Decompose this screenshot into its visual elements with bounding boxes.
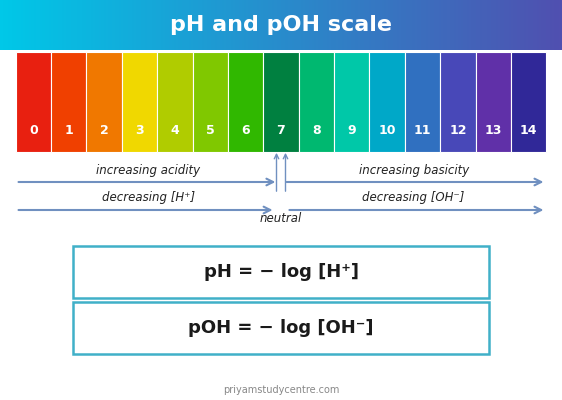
Text: increasing basicity: increasing basicity (359, 164, 469, 176)
Text: 6: 6 (241, 124, 250, 136)
Bar (87, 52, 122, 152)
Text: 10: 10 (378, 124, 396, 136)
Text: 12: 12 (449, 124, 466, 136)
Text: 0: 0 (29, 124, 38, 136)
Bar (369, 52, 405, 152)
Bar (264, 52, 298, 152)
Text: pH = − log [H⁺]: pH = − log [H⁺] (203, 263, 359, 281)
Text: decreasing [OH⁻]: decreasing [OH⁻] (362, 192, 465, 204)
Bar (475, 52, 511, 152)
Text: neutral: neutral (260, 212, 302, 224)
Text: 3: 3 (135, 124, 144, 136)
Bar (16, 52, 51, 152)
Text: increasing acidity: increasing acidity (96, 164, 201, 176)
Text: decreasing [H⁺]: decreasing [H⁺] (102, 192, 195, 204)
Text: 7: 7 (277, 124, 285, 136)
Text: pOH = − log [OH⁻]: pOH = − log [OH⁻] (188, 319, 374, 337)
Bar (157, 52, 193, 152)
Text: 2: 2 (100, 124, 108, 136)
Bar (440, 52, 475, 152)
Bar (405, 52, 440, 152)
Text: 14: 14 (520, 124, 537, 136)
Bar (122, 52, 157, 152)
Bar (228, 52, 264, 152)
Bar (73, 302, 489, 354)
Text: 13: 13 (484, 124, 502, 136)
Text: pH and pOH scale: pH and pOH scale (170, 15, 392, 35)
Text: 5: 5 (206, 124, 215, 136)
Text: priyamstudycentre.com: priyamstudycentre.com (223, 385, 339, 395)
Text: 4: 4 (170, 124, 179, 136)
Bar (511, 52, 546, 152)
Text: 9: 9 (347, 124, 356, 136)
Text: 1: 1 (65, 124, 73, 136)
Bar (298, 52, 334, 152)
Text: 11: 11 (414, 124, 431, 136)
Text: 8: 8 (312, 124, 321, 136)
Bar (73, 246, 489, 298)
Bar (193, 52, 228, 152)
Bar (334, 52, 369, 152)
Bar (51, 52, 87, 152)
